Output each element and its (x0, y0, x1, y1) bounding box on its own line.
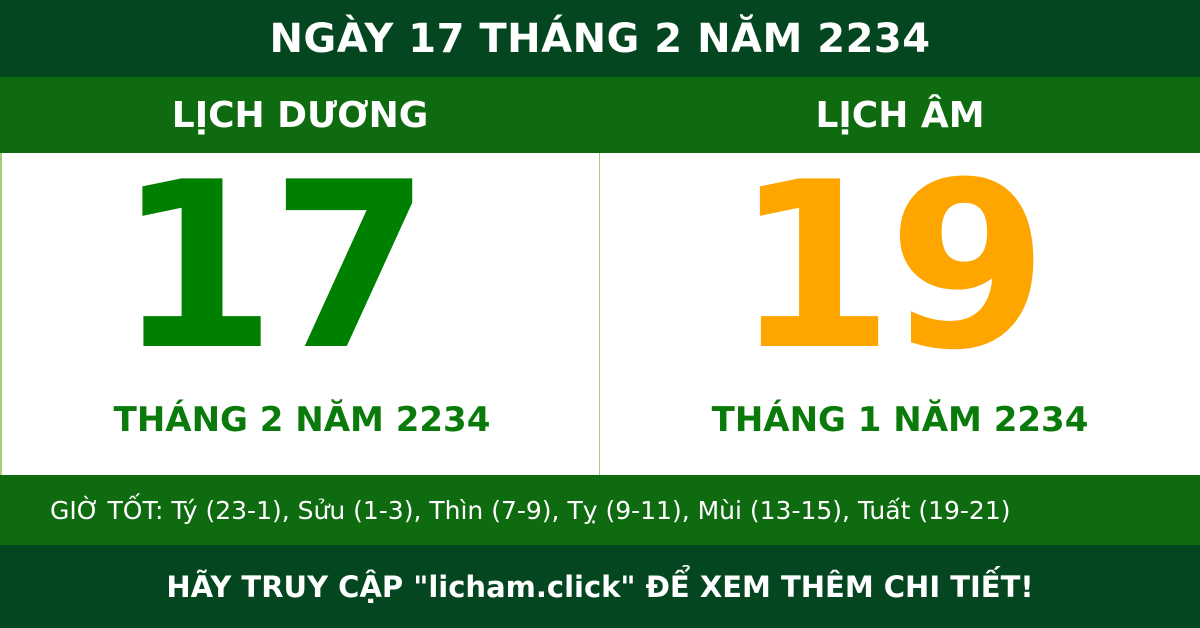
page-title: NGÀY 17 THÁNG 2 NĂM 2234 (0, 0, 1200, 77)
date-panels: 17 THÁNG 2 NĂM 2234 19 THÁNG 1 NĂM 2234 (0, 153, 1200, 475)
calendar-headers: LỊCH DƯƠNG LỊCH ÂM (0, 77, 1200, 153)
lunar-month-year: THÁNG 1 NĂM 2234 (711, 400, 1089, 440)
lunar-day: 19 (733, 134, 1048, 401)
lunar-calendar-label: LỊCH ÂM (815, 94, 985, 136)
solar-calendar-label: LỊCH DƯƠNG (171, 94, 429, 136)
solar-day: 17 (116, 134, 430, 401)
solar-month-year: THÁNG 2 NĂM 2234 (113, 400, 491, 440)
lunar-panel: 19 THÁNG 1 NĂM 2234 (600, 153, 1200, 475)
footer-cta: HÃY TRUY CẬP "licham.click" ĐỂ XEM THÊM … (0, 545, 1200, 628)
good-hours: GIỜ TỐT: Tý (23-1), Sửu (1-3), Thìn (7-9… (0, 475, 1200, 545)
solar-panel: 17 THÁNG 2 NĂM 2234 (0, 153, 600, 475)
